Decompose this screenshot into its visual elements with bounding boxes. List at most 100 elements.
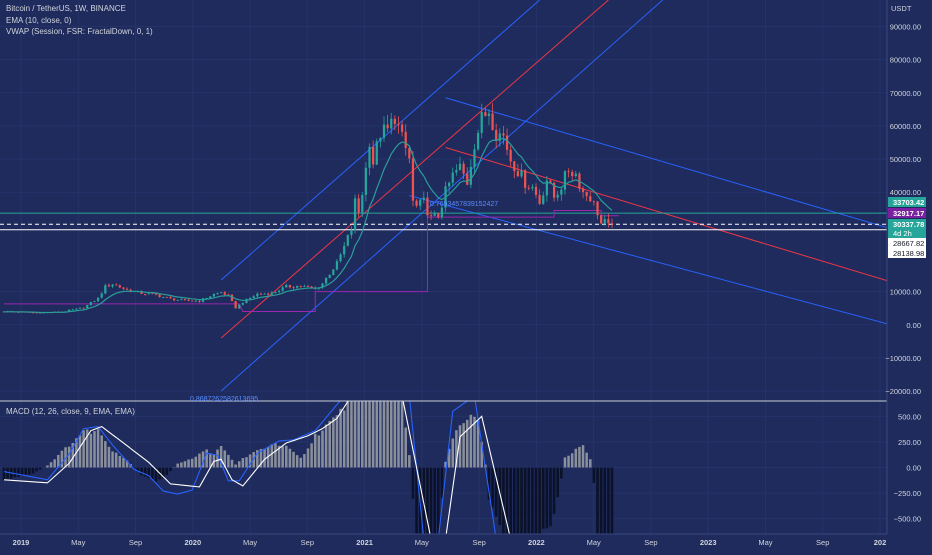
price-tag-label: 32917.17 — [893, 209, 924, 218]
macd-histogram-bar — [140, 468, 143, 476]
candle-body — [412, 158, 414, 200]
time-tick-label: May — [243, 538, 257, 547]
candle-body — [575, 174, 577, 176]
macd-histogram-bar — [299, 458, 302, 468]
macd-histogram-bar — [347, 399, 350, 467]
macd-histogram-bar — [350, 394, 353, 467]
candle-body — [390, 119, 392, 129]
candle-body — [586, 192, 588, 196]
candle-body — [520, 170, 522, 176]
macd-histogram-bar — [303, 454, 306, 467]
macd-histogram-bar — [365, 399, 368, 468]
candle-body — [173, 298, 175, 300]
macd-histogram-bar — [379, 392, 382, 467]
macd-histogram-bar — [104, 441, 107, 467]
macd-histogram-bar — [39, 468, 42, 470]
candle-body — [484, 112, 486, 116]
candle-body — [72, 309, 74, 310]
macd-histogram-bar — [17, 468, 20, 477]
macd-histogram-bar — [567, 456, 570, 468]
candle-body — [234, 301, 236, 308]
candle-body — [517, 171, 519, 176]
macd-histogram-bar — [430, 468, 433, 539]
macd-histogram-bar — [53, 459, 56, 467]
candle-body — [513, 161, 515, 171]
candle-body — [564, 171, 566, 189]
candle-body — [296, 286, 298, 288]
macd-histogram-bar — [14, 468, 17, 477]
candle-body — [419, 200, 421, 206]
macd-histogram-bar — [310, 443, 313, 467]
candle-body — [289, 285, 291, 287]
candle-body — [332, 270, 334, 275]
macd-histogram-bar — [169, 468, 172, 472]
candle-body — [423, 198, 425, 200]
macd-histogram-bar — [79, 435, 82, 467]
macd-histogram-bar — [271, 444, 274, 467]
macd-histogram-bar — [195, 457, 198, 468]
time-tick-label: May — [587, 538, 601, 547]
macd-histogram-bar — [296, 455, 299, 467]
macd-histogram-bar — [314, 434, 317, 468]
time-tick-label: May — [758, 538, 772, 547]
macd-tick-label: 0.00 — [906, 464, 921, 473]
symbol-legend[interactable]: Bitcoin / TetherUS, 1W, BINANCE — [6, 4, 126, 13]
macd-histogram-bar — [451, 439, 454, 468]
price-tag-label: 30337.78 — [893, 220, 924, 229]
macd-legend[interactable]: MACD (12, 26, close, 9, EMA, EMA) — [6, 407, 135, 416]
price-tick-label: −10000.00 — [885, 354, 921, 363]
macd-histogram-bar — [119, 456, 122, 468]
candle-body — [604, 219, 606, 223]
macd-histogram-bar — [394, 397, 397, 467]
macd-histogram-bar — [546, 468, 549, 529]
price-tick-label: 70000.00 — [890, 89, 921, 98]
candle-body — [278, 291, 280, 292]
macd-tick-label: 500.00 — [898, 412, 921, 421]
time-tick-label: Sep — [816, 538, 829, 547]
candle-body — [253, 296, 255, 298]
candle-body — [82, 308, 84, 309]
price-tick-label: 60000.00 — [890, 122, 921, 131]
macd-histogram-bar — [111, 451, 114, 467]
macd-histogram-bar — [412, 468, 415, 499]
price-tick-label: 90000.00 — [890, 23, 921, 32]
candle-body — [535, 187, 537, 195]
candle-body — [97, 298, 99, 302]
candle-body — [292, 287, 294, 288]
candle-body — [350, 230, 352, 235]
macd-histogram-bar — [556, 468, 559, 498]
candle-body — [329, 275, 331, 278]
time-tick-label: May — [71, 538, 85, 547]
macd-histogram-bar — [596, 468, 599, 544]
macd-histogram-bar — [564, 457, 567, 467]
macd-histogram-bar — [90, 434, 93, 468]
macd-tick-label: −500.00 — [894, 515, 921, 524]
vwap-legend[interactable]: VWAP (Session, FSR: FractalDown, 0, 1) — [6, 27, 153, 36]
macd-histogram-bar — [462, 423, 465, 467]
macd-histogram-bar — [383, 397, 386, 468]
candle-body — [596, 202, 598, 216]
macd-histogram-bar — [234, 465, 237, 468]
candle-body — [101, 293, 103, 297]
candle-body — [93, 301, 95, 302]
macd-histogram-bar — [245, 457, 248, 467]
candle-body — [600, 215, 602, 223]
macd-histogram-bar — [307, 448, 310, 467]
macd-histogram-bar — [600, 468, 603, 544]
macd-histogram-bar — [332, 417, 335, 467]
candle-body — [148, 293, 150, 294]
candle-body — [242, 303, 244, 305]
macd-histogram-bar — [100, 435, 103, 467]
macd-histogram-bar — [184, 461, 187, 467]
candle-body — [567, 171, 569, 172]
candle-body — [607, 219, 609, 223]
macd-histogram-bar — [603, 468, 606, 537]
candle-body — [111, 285, 113, 287]
macd-histogram-bar — [542, 468, 545, 529]
candle-body — [271, 293, 273, 295]
candle-body — [557, 195, 559, 198]
candle-body — [397, 124, 399, 125]
ema-legend[interactable]: EMA (10, close, 0) — [6, 16, 71, 25]
candle-body — [151, 293, 153, 294]
